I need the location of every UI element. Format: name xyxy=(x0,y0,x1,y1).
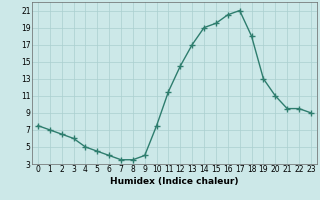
X-axis label: Humidex (Indice chaleur): Humidex (Indice chaleur) xyxy=(110,177,239,186)
